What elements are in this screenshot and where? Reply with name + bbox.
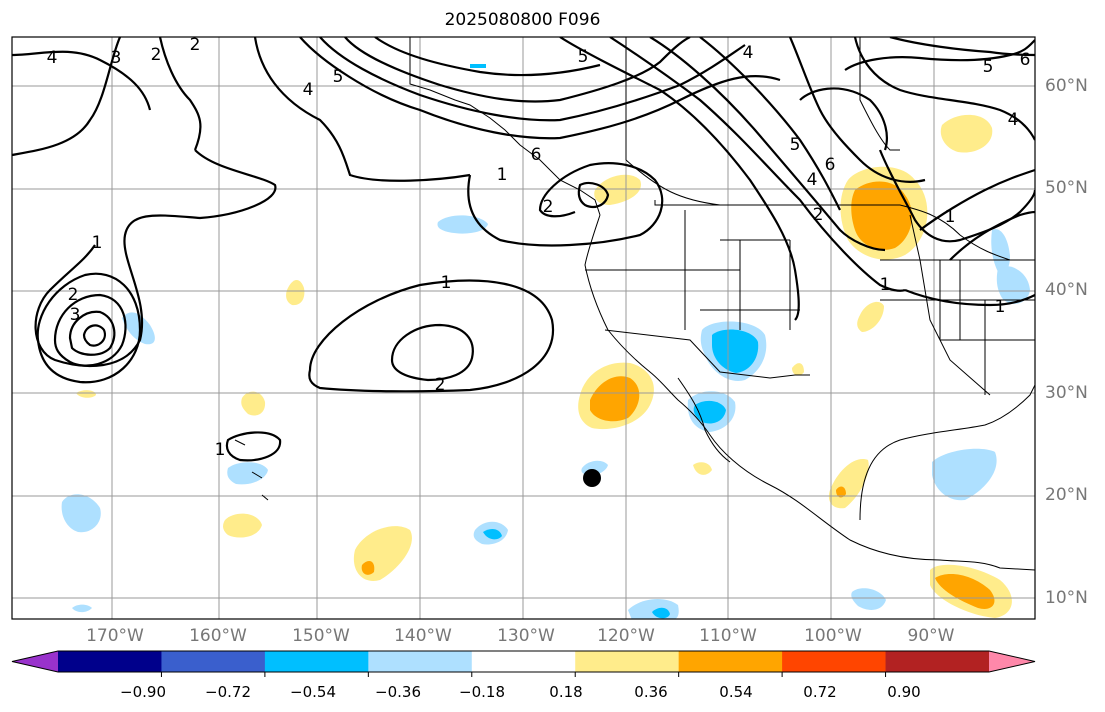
anomaly-shading bbox=[61, 64, 1030, 619]
contour-label: 1 bbox=[215, 440, 226, 460]
colorbar-tick: −0.90 bbox=[120, 683, 166, 701]
contour-label: 1 bbox=[880, 275, 891, 295]
gridlines bbox=[12, 37, 1035, 619]
contour-label: 2 bbox=[151, 45, 162, 65]
contour-label: 2 bbox=[435, 375, 446, 395]
colorbar bbox=[11, 650, 1036, 677]
lon-label: 160°W bbox=[189, 626, 247, 646]
lon-label: 170°W bbox=[86, 626, 144, 646]
lat-label: 40°N bbox=[1045, 280, 1088, 300]
colorbar-tick: 0.90 bbox=[887, 683, 921, 701]
colorbar-segment bbox=[782, 651, 887, 672]
location-marker bbox=[583, 469, 601, 487]
contour-label: 1 bbox=[441, 273, 452, 293]
lon-label: 110°W bbox=[699, 626, 757, 646]
contour-label: 1 bbox=[497, 165, 508, 185]
contour-label: 6 bbox=[825, 155, 836, 175]
colorbar-tick: 0.18 bbox=[549, 683, 583, 701]
contour-label: 6 bbox=[1020, 50, 1031, 70]
contour-label: 6 bbox=[531, 145, 542, 165]
contour-label: 2 bbox=[543, 197, 554, 217]
contours bbox=[12, 37, 1035, 462]
colorbar-segment bbox=[264, 651, 369, 672]
colorbar-segment bbox=[368, 651, 473, 672]
contour-label: 5 bbox=[578, 47, 589, 67]
colorbar-tick: 0.36 bbox=[634, 683, 668, 701]
colorbar-outline bbox=[11, 650, 1036, 673]
pacific-high-outer-contour bbox=[308, 279, 555, 393]
contour-label: 4 bbox=[743, 43, 754, 63]
lon-label: 130°W bbox=[497, 626, 555, 646]
lon-label: 120°W bbox=[597, 626, 655, 646]
pacific-high-inner-contour bbox=[390, 323, 474, 382]
plot-title: 2025080800 F096 bbox=[444, 10, 601, 30]
contour-label: 3 bbox=[70, 305, 81, 325]
map-frame bbox=[11, 36, 1036, 620]
contour-label: 3 bbox=[111, 48, 122, 68]
lat-label: 30°N bbox=[1045, 383, 1088, 403]
colorbar-tick: 0.72 bbox=[803, 683, 837, 701]
colorbar-segment bbox=[471, 651, 576, 672]
lat-label: 20°N bbox=[1045, 485, 1088, 505]
lat-label: 60°N bbox=[1045, 76, 1088, 96]
contour-label: 5 bbox=[333, 67, 344, 87]
lon-label: 100°W bbox=[804, 626, 862, 646]
contour-label: 4 bbox=[1008, 110, 1019, 130]
contour-label: 1 bbox=[945, 207, 956, 227]
contour-labels: 4 3 2 2 1 3 2 1 2 1 5 4 5 4 6 5 6 4 5 4 … bbox=[47, 35, 1031, 460]
coastlines bbox=[234, 37, 1035, 571]
lon-label: 90°W bbox=[907, 626, 955, 646]
contour-label: 2 bbox=[813, 205, 824, 225]
colorbar-segment bbox=[885, 651, 990, 672]
contour-label: 5 bbox=[790, 135, 801, 155]
contour-label: 1 bbox=[92, 233, 103, 253]
colorbar-tick: −0.72 bbox=[205, 683, 251, 701]
colorbar-extend-high bbox=[989, 651, 1035, 672]
colorbar-segment bbox=[58, 651, 162, 672]
colorbar-extend-low bbox=[12, 651, 58, 672]
colorbar-segment bbox=[161, 651, 266, 672]
contour-label: 5 bbox=[983, 57, 994, 77]
colorbar-tick: 0.54 bbox=[719, 683, 753, 701]
lon-label: 150°W bbox=[292, 626, 350, 646]
lat-label: 10°N bbox=[1045, 588, 1088, 608]
contour-label: 4 bbox=[303, 80, 314, 100]
colorbar-tick: −0.54 bbox=[290, 683, 336, 701]
colorbar-segment bbox=[575, 651, 680, 672]
colorbar-tick: −0.18 bbox=[459, 683, 505, 701]
contour-label: 2 bbox=[68, 285, 79, 305]
colorbar-tick: −0.36 bbox=[375, 683, 421, 701]
contour-label: 4 bbox=[807, 170, 818, 190]
contour-label: 2 bbox=[190, 35, 201, 55]
lon-label: 140°W bbox=[394, 626, 452, 646]
positive-anomaly-core bbox=[851, 181, 913, 250]
contour-label: 1 bbox=[995, 297, 1006, 317]
colorbar-segment bbox=[678, 651, 783, 672]
contour-label: 4 bbox=[47, 48, 58, 68]
lat-label: 50°N bbox=[1045, 178, 1088, 198]
